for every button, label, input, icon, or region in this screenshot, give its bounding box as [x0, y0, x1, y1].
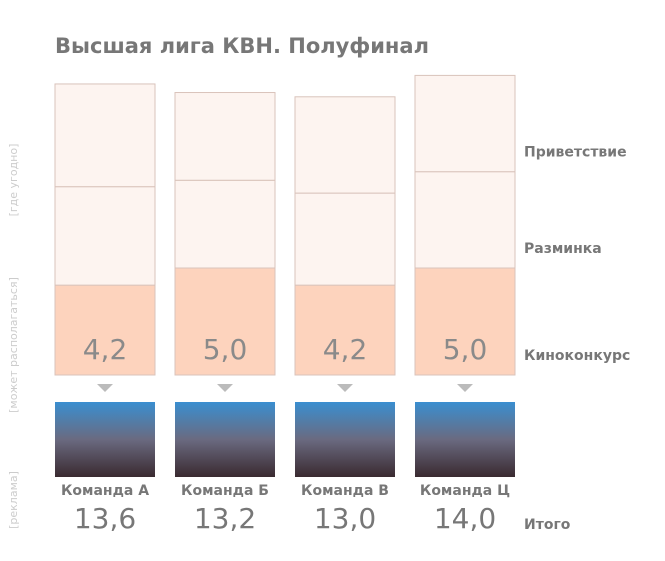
bar-segment: [414, 267, 516, 376]
bar-segment: [174, 92, 276, 181]
chart-title: Высшая лига КВН. Полуфинал: [55, 34, 429, 58]
side-note: [реклама]: [7, 471, 20, 529]
side-note: [может располагаться]: [7, 277, 20, 413]
bar-segment: [174, 267, 276, 376]
team-photo: [295, 402, 395, 477]
total-value: 13,2: [194, 502, 256, 535]
team-name: Команда А: [61, 483, 149, 499]
total-value: 13,6: [74, 502, 136, 535]
team-photo: [175, 402, 275, 477]
arrow: [337, 384, 353, 392]
arrow: [217, 384, 233, 392]
team-name: Команда В: [301, 483, 389, 499]
legend-label: Разминка: [524, 241, 602, 257]
bar-segment: [54, 284, 156, 376]
value-label: 5,0: [203, 333, 248, 366]
bar-segment: [294, 192, 396, 286]
total-value: 13,0: [314, 502, 376, 535]
team-photo: [415, 402, 515, 477]
value-label: 4,2: [83, 333, 128, 366]
legend-label: Приветствие: [524, 145, 627, 161]
value-label: 5,0: [443, 333, 488, 366]
bar-segment: [414, 74, 516, 173]
bar-segment: [174, 179, 276, 269]
bar-segment: [414, 171, 516, 269]
side-note: [где угодно]: [7, 144, 20, 217]
total-value: 14,0: [434, 502, 496, 535]
arrow: [97, 384, 113, 392]
team-name: Команда Б: [181, 483, 269, 499]
bar-segment: [294, 96, 396, 194]
value-label: 4,2: [323, 333, 368, 366]
team-photo: [55, 402, 155, 477]
arrow: [457, 384, 473, 392]
bar-segment: [54, 186, 156, 286]
team-name: Команда Ц: [420, 483, 510, 499]
legend-label: Киноконкурс: [524, 348, 630, 364]
bar-segment: [54, 83, 156, 188]
total-label: Итого: [524, 517, 571, 533]
